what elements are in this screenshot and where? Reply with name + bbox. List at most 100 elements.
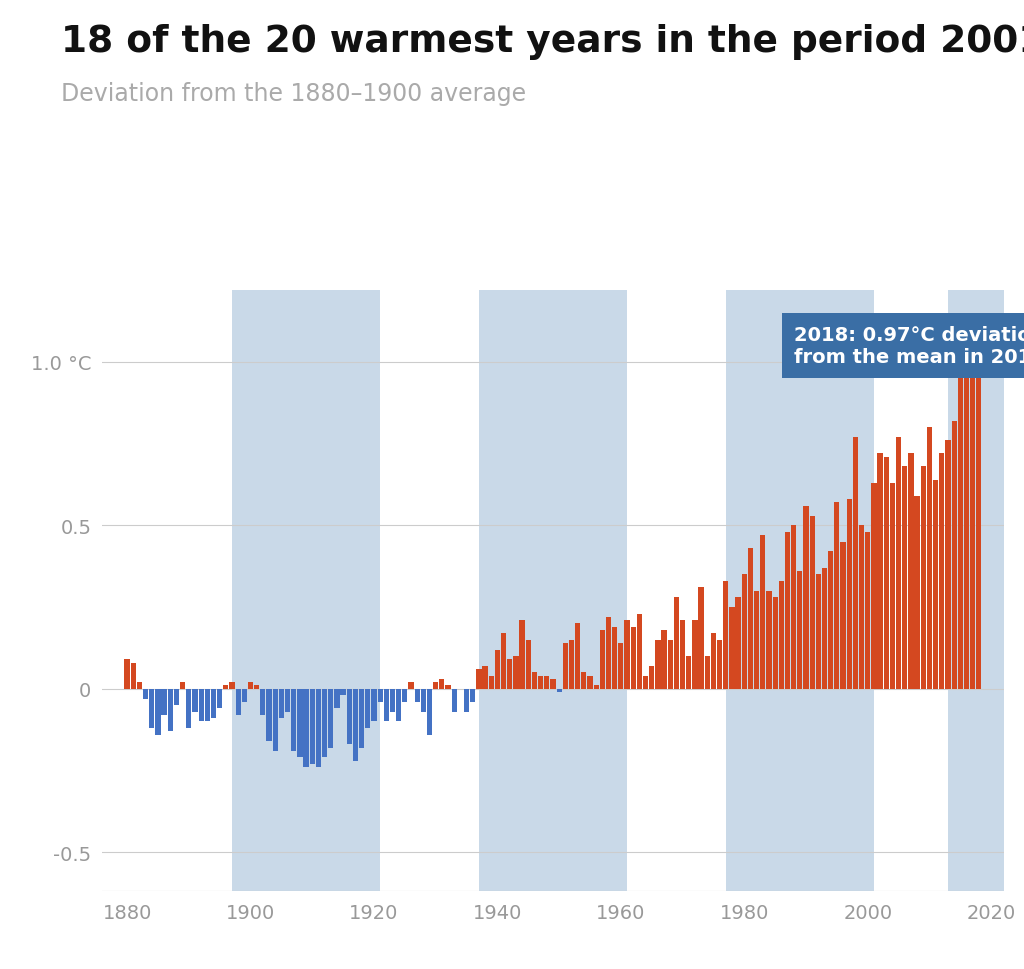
Bar xyxy=(562,643,568,689)
Bar xyxy=(315,689,322,767)
Bar xyxy=(303,689,308,767)
Bar xyxy=(137,682,142,689)
Bar xyxy=(341,689,346,696)
Bar xyxy=(254,686,259,689)
Bar xyxy=(359,689,365,748)
Bar xyxy=(951,422,956,689)
Bar xyxy=(531,672,537,689)
Bar xyxy=(409,682,414,689)
Bar xyxy=(415,689,420,703)
Bar xyxy=(513,656,518,689)
Bar xyxy=(479,291,627,891)
Bar xyxy=(705,656,710,689)
Bar xyxy=(452,689,457,712)
Bar xyxy=(470,689,475,703)
Bar xyxy=(847,500,852,689)
Bar xyxy=(396,689,401,722)
Bar xyxy=(174,689,179,705)
Bar xyxy=(631,627,636,689)
Bar xyxy=(248,682,253,689)
Bar xyxy=(378,689,383,703)
Bar xyxy=(322,689,328,758)
Bar xyxy=(272,689,278,751)
Bar xyxy=(976,372,981,689)
Bar xyxy=(550,679,556,689)
Bar xyxy=(735,598,740,689)
Bar xyxy=(402,689,408,703)
Bar xyxy=(266,689,271,741)
Bar xyxy=(217,689,222,708)
Bar xyxy=(964,324,969,689)
Bar xyxy=(232,291,380,891)
Bar xyxy=(575,624,581,689)
Bar xyxy=(902,467,907,689)
Bar xyxy=(199,689,204,722)
Bar xyxy=(878,453,883,689)
Bar xyxy=(131,663,136,689)
Bar xyxy=(445,686,451,689)
Bar xyxy=(792,526,797,689)
Bar xyxy=(229,682,234,689)
Bar xyxy=(260,689,265,715)
Bar xyxy=(778,581,784,689)
Bar xyxy=(156,689,161,735)
Bar xyxy=(841,542,846,689)
Bar xyxy=(211,689,216,718)
Bar xyxy=(729,608,734,689)
Bar xyxy=(297,689,302,758)
Bar xyxy=(927,428,932,689)
Bar xyxy=(390,689,395,712)
Bar xyxy=(433,682,438,689)
Bar xyxy=(488,676,494,689)
Bar xyxy=(741,575,746,689)
Bar xyxy=(945,441,950,689)
Bar xyxy=(507,660,512,689)
Bar xyxy=(582,672,587,689)
Bar xyxy=(569,641,574,689)
Bar xyxy=(162,689,167,715)
Bar xyxy=(525,641,530,689)
Bar xyxy=(686,656,691,689)
Bar xyxy=(865,532,870,689)
Bar xyxy=(421,689,426,712)
Bar xyxy=(439,679,444,689)
Bar xyxy=(291,689,296,751)
Bar xyxy=(748,548,753,689)
Bar xyxy=(655,641,660,689)
Bar xyxy=(908,453,913,689)
Bar xyxy=(890,484,895,689)
Bar xyxy=(835,503,840,689)
Bar xyxy=(698,588,703,689)
Bar xyxy=(921,467,926,689)
Bar xyxy=(957,379,963,689)
Bar xyxy=(186,689,191,729)
Bar xyxy=(822,568,827,689)
Bar xyxy=(279,689,284,718)
Bar xyxy=(662,630,667,689)
Bar xyxy=(353,689,358,761)
Bar xyxy=(884,457,889,689)
Bar xyxy=(606,617,611,689)
Bar xyxy=(668,641,673,689)
Bar xyxy=(723,581,728,689)
Bar xyxy=(309,689,314,765)
Bar xyxy=(372,689,377,722)
Bar xyxy=(816,575,821,689)
Bar xyxy=(482,667,487,689)
Bar xyxy=(538,676,544,689)
Bar xyxy=(519,620,524,689)
Bar xyxy=(476,670,481,689)
Bar xyxy=(680,620,685,689)
Bar xyxy=(766,591,772,689)
Bar xyxy=(544,676,550,689)
Bar xyxy=(334,689,340,708)
Bar xyxy=(366,689,371,729)
Bar xyxy=(501,634,506,689)
Bar xyxy=(495,650,500,689)
Bar xyxy=(970,372,975,689)
Bar xyxy=(711,634,716,689)
Bar xyxy=(896,438,901,689)
Bar xyxy=(726,291,873,891)
Bar xyxy=(674,598,679,689)
Bar xyxy=(588,676,593,689)
